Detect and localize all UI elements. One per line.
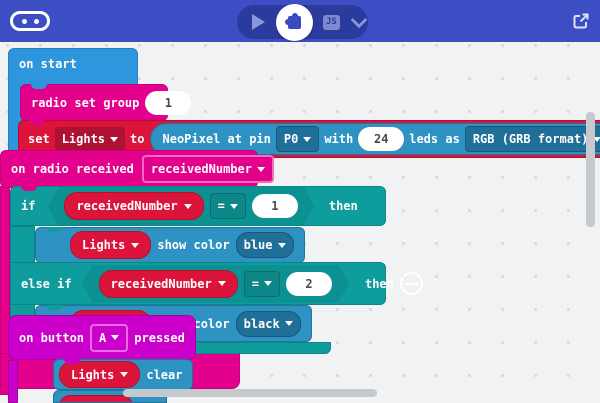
block-radio-set-group[interactable]: radio set group 1 <box>20 84 192 121</box>
compare-number-field[interactable]: 2 <box>286 272 332 296</box>
leds-as-keyword: leds as <box>409 132 460 146</box>
show-color-label: show color <box>157 238 230 252</box>
play-icon[interactable] <box>252 14 265 30</box>
condition-1[interactable]: receivedNumber = 1 <box>47 187 314 225</box>
else-if-keyword: else if <box>21 276 72 291</box>
group-number-field[interactable]: 1 <box>145 90 192 115</box>
variable-pill-lights[interactable]: Lights <box>70 231 152 259</box>
blocks-view-button[interactable] <box>276 3 313 41</box>
dropdown-pin[interactable]: P0 <box>275 126 320 152</box>
javascript-view-button[interactable]: JS <box>323 14 340 30</box>
caret-icon <box>277 242 286 248</box>
block-on-radio-received[interactable]: on radio received receivedNumber <box>0 150 274 188</box>
variable-pill-receivednumber[interactable]: receivedNumber <box>64 192 203 220</box>
puzzle-icon <box>285 12 301 29</box>
vertical-scrollbar[interactable] <box>586 112 595 227</box>
logo-eye <box>33 18 39 24</box>
block-show-color-blue[interactable]: Lights show color blue <box>35 227 305 263</box>
block-on-button-pressed[interactable]: on button A pressed <box>8 315 196 360</box>
radio-set-group-label: radio set group <box>31 95 140 110</box>
condition-2[interactable]: receivedNumber = 2 <box>82 265 349 303</box>
caret-icon <box>218 281 226 286</box>
neopixel-label: NeoPixel at pin <box>162 132 271 146</box>
caret-icon <box>230 204 238 209</box>
variable-pill-lights[interactable]: Lights <box>59 361 141 388</box>
caret-icon <box>120 372 129 377</box>
with-keyword: with <box>324 132 354 146</box>
pressed-label: pressed <box>134 330 185 345</box>
caret-icon <box>184 204 192 209</box>
then-keyword: then <box>364 276 394 291</box>
horizontal-scrollbar[interactable] <box>123 389 377 397</box>
clear-label: clear <box>146 367 183 382</box>
block-if-row[interactable]: if receivedNumber = 1 then <box>10 186 386 226</box>
block-set-lights[interactable]: set Lights to NeoPixel at pin P0 with 24… <box>18 120 600 158</box>
dropdown-color-black[interactable]: black <box>235 310 301 337</box>
dropdown-format[interactable]: RGB (GRB format) <box>464 126 600 152</box>
variable-pill-receivednumber[interactable]: receivedNumber <box>99 270 238 298</box>
neopixel-reporter[interactable]: NeoPixel at pin P0 with 24 leds as RGB (… <box>149 123 600 155</box>
on-start-label: on start <box>19 57 77 71</box>
block-else-if-row[interactable]: else if receivedNumber = 2 then <box>10 262 423 305</box>
caret-icon <box>593 136 600 142</box>
chevron-down-icon[interactable] <box>350 11 368 29</box>
compare-number-field[interactable]: 1 <box>252 194 298 218</box>
led-count-field[interactable]: 24 <box>358 127 405 151</box>
view-toggle-group: JS <box>237 3 368 41</box>
caret-icon <box>131 242 140 248</box>
to-keyword: to <box>130 132 145 146</box>
external-link-icon[interactable] <box>572 12 590 30</box>
set-keyword: set <box>28 132 50 146</box>
caret-icon <box>303 136 312 142</box>
on-button-spine <box>8 360 18 403</box>
variable-pill-partial <box>59 395 133 402</box>
block-lights-clear[interactable]: Lights clear <box>53 359 194 390</box>
logo-eye <box>21 18 27 24</box>
remove-else-if-button[interactable] <box>399 272 423 295</box>
caret-icon <box>111 335 120 340</box>
dropdown-operator[interactable]: = <box>244 271 280 297</box>
on-radio-received-label: on radio received <box>11 162 134 176</box>
caret-icon <box>264 281 272 286</box>
block-workspace[interactable]: on start radio set group 1 set Lights to… <box>0 42 600 403</box>
dropdown-operator[interactable]: = <box>210 193 246 219</box>
dropdown-color-blue[interactable]: blue <box>235 232 294 258</box>
caret-icon <box>256 166 265 172</box>
dropdown-button-a[interactable]: A <box>90 323 129 352</box>
dropdown-received-param[interactable]: receivedNumber <box>141 155 274 183</box>
if-keyword: if <box>21 199 36 213</box>
dropdown-variable-lights[interactable]: Lights <box>54 127 126 151</box>
on-button-label: on button <box>19 330 85 345</box>
microbit-logo[interactable] <box>10 11 50 31</box>
caret-icon <box>284 321 293 326</box>
then-keyword: then <box>328 199 358 213</box>
caret-icon <box>110 136 119 142</box>
header-bar: JS <box>0 0 600 42</box>
